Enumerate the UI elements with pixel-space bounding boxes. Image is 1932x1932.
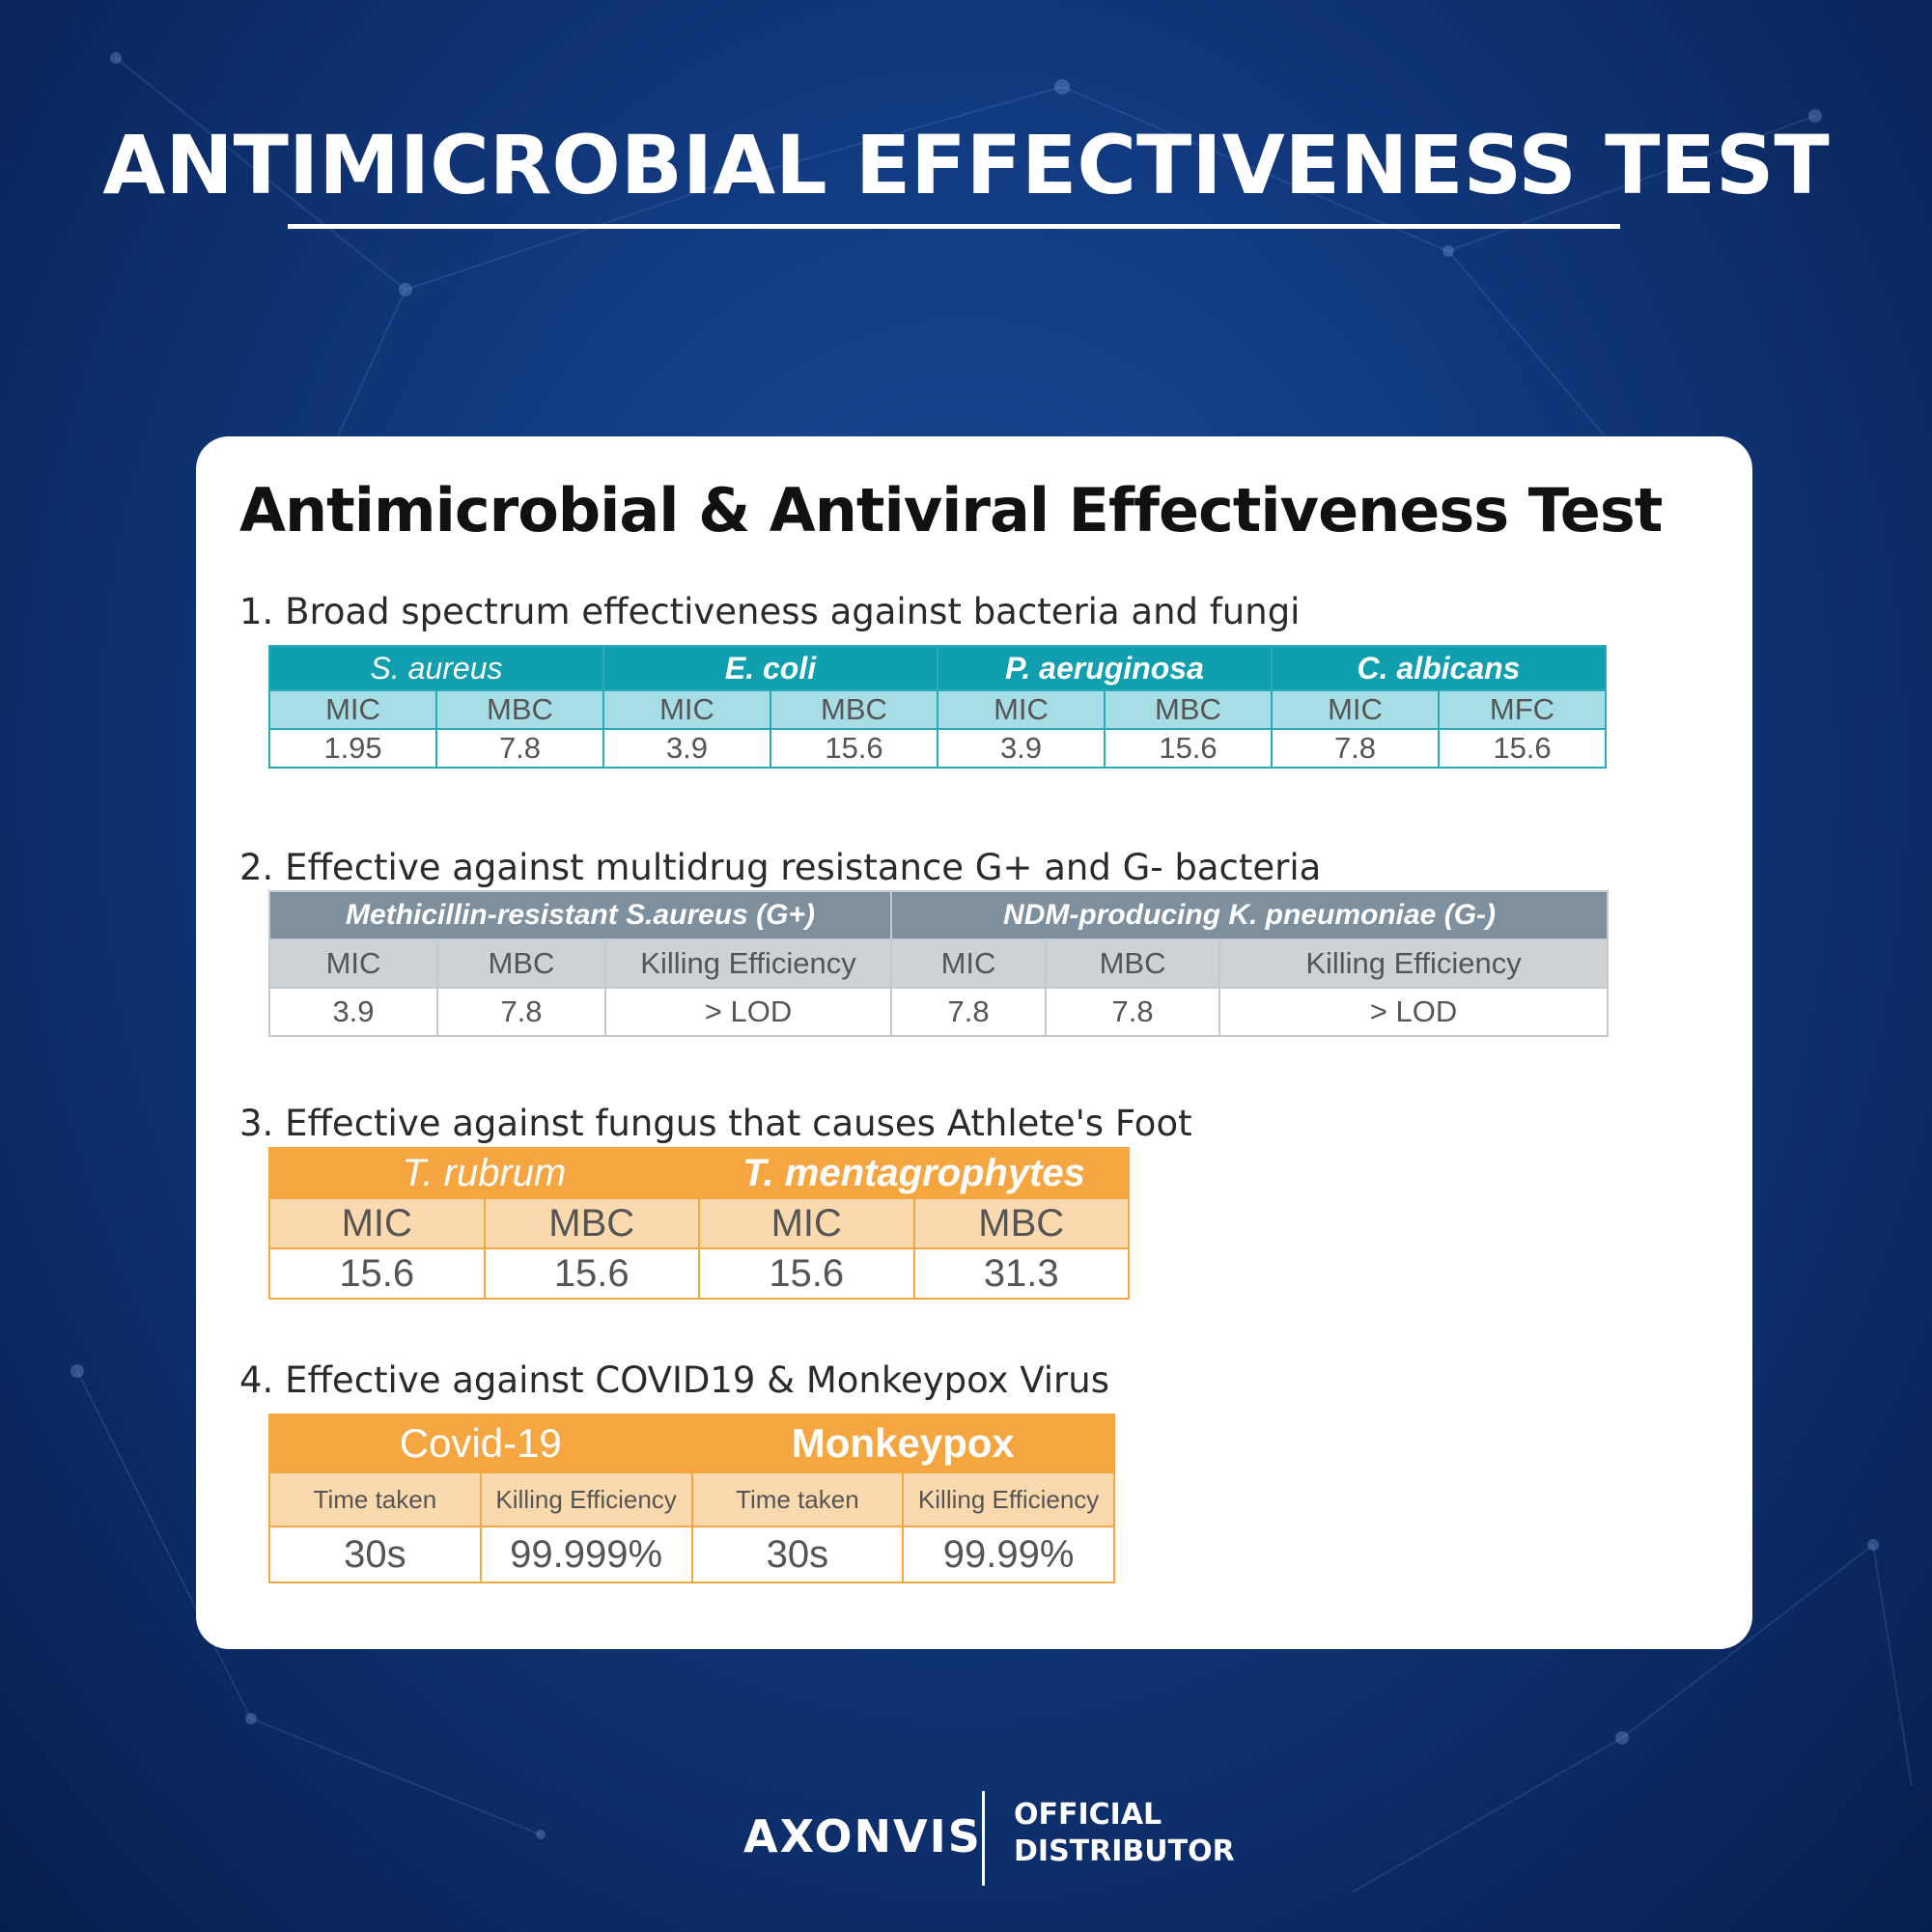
column-header: MBC [483,1197,700,1249]
column-header: MIC [698,1197,915,1249]
column-header: Time taken [690,1471,905,1527]
column-header: MBC [770,689,938,730]
table-cell: 31.3 [912,1247,1130,1300]
brand-logo: AXONVIS [743,1810,982,1862]
table-cell: 15.6 [483,1247,700,1300]
column-header: Killing Efficiency [603,938,893,989]
table-cell: 3.9 [937,728,1106,769]
column-header: MIC [268,938,438,989]
column-header: MIC [890,938,1048,989]
group-header: C. albicans [1271,645,1607,691]
table-cell: 99.999% [479,1526,693,1583]
group-header: P. aeruginosa [937,645,1273,691]
table-header-row: S. aureus E. coli P. aeruginosa C. albic… [268,645,1607,691]
footer: AXONVIS OFFICIAL DISTRIBUTOR [0,1791,1932,1888]
title-underline [288,224,1620,229]
section2-title: 2. Effective against multidrug resistanc… [239,847,1322,888]
group-header: T. rubrum [268,1147,700,1199]
table-cell: 7.8 [890,987,1048,1037]
group-header: S. aureus [268,645,604,691]
table-cell: 15.6 [1104,728,1273,769]
distributor-label: OFFICIAL DISTRIBUTOR [1014,1797,1235,1870]
column-header: Time taken [268,1471,482,1527]
table-row: 30s 99.999% 30s 99.99% [268,1526,1115,1583]
table-cell: > LOD [603,987,893,1037]
column-header: Killing Efficiency [479,1471,693,1527]
table-cell: 30s [690,1526,905,1583]
column-header: MBC [436,938,606,989]
group-header: Methicillin-resistant S.aureus (G+) [267,890,893,940]
table-subheader-row: MIC MBC MIC MBC MIC MBC MIC MFC [268,689,1607,730]
page-title: ANTIMICROBIAL EFFECTIVENESS TEST [102,118,1830,212]
column-header: MBC [1045,938,1221,989]
column-header: Killing Efficiency [902,1471,1115,1527]
column-header: MIC [602,689,771,730]
table-header-row: T. rubrum T. mentagrophytes [268,1147,1130,1199]
group-header: T. mentagrophytes [698,1147,1130,1199]
table-subheader-row: MIC MBC Killing Efficiency MIC MBC Killi… [268,938,1610,989]
table-cell: 30s [268,1526,482,1583]
results-card: Antimicrobial & Antiviral Effectiveness … [196,436,1752,1649]
table-cell: 7.8 [1045,987,1221,1037]
bacteria-fungi-table: S. aureus E. coli P. aeruginosa C. albic… [268,645,1607,769]
multidrug-resistance-table: Methicillin-resistant S.aureus (G+) NDM-… [267,890,1610,1037]
table-cell: 15.6 [1438,728,1607,769]
table-header-row: Covid-19 Monkeypox [268,1414,1115,1473]
table-cell: 3.9 [268,987,438,1037]
athletes-foot-table: T. rubrum T. mentagrophytes MIC MBC MIC … [268,1147,1130,1300]
group-header: Covid-19 [268,1414,693,1473]
group-header: E. coli [602,645,938,691]
table-cell: 15.6 [698,1247,915,1300]
distributor-line1: OFFICIAL [1014,1798,1162,1832]
table-row: 3.9 7.8 > LOD 7.8 7.8 > LOD [268,987,1610,1037]
column-header: Killing Efficiency [1218,938,1610,989]
table-header-row: Methicillin-resistant S.aureus (G+) NDM-… [267,890,1610,940]
group-header: NDM-producing K. pneumoniae (G-) [890,890,1610,940]
table-cell: 7.8 [435,728,604,769]
table-cell: 1.95 [268,728,437,769]
table-cell: 3.9 [602,728,771,769]
column-header: MIC [937,689,1106,730]
table-cell: > LOD [1218,987,1610,1037]
column-header: MIC [268,1197,486,1249]
table-subheader-row: MIC MBC MIC MBC [268,1197,1130,1249]
table-cell: 15.6 [770,728,938,769]
group-header: Monkeypox [690,1414,1115,1473]
section1-title: 1. Broad spectrum effectiveness against … [239,591,1301,632]
section3-title: 3. Effective against fungus that causes … [239,1103,1192,1144]
column-header: MIC [268,689,437,730]
section4-title: 4. Effective against COVID19 & Monkeypox… [239,1359,1109,1401]
table-row: 1.95 7.8 3.9 15.6 3.9 15.6 7.8 15.6 [268,728,1607,769]
table-cell: 99.99% [902,1526,1115,1583]
table-cell: 15.6 [268,1247,486,1300]
card-title: Antimicrobial & Antiviral Effectiveness … [239,475,1663,546]
column-header: MIC [1271,689,1440,730]
column-header: MBC [912,1197,1130,1249]
distributor-line2: DISTRIBUTOR [1014,1834,1235,1868]
table-row: 15.6 15.6 15.6 31.3 [268,1247,1130,1300]
table-cell: 7.8 [436,987,606,1037]
column-header: MFC [1438,689,1607,730]
virus-table: Covid-19 Monkeypox Time taken Killing Ef… [268,1414,1115,1583]
column-header: MBC [435,689,604,730]
table-cell: 7.8 [1271,728,1440,769]
footer-divider [982,1791,985,1886]
column-header: MBC [1104,689,1273,730]
table-subheader-row: Time taken Killing Efficiency Time taken… [268,1471,1115,1527]
